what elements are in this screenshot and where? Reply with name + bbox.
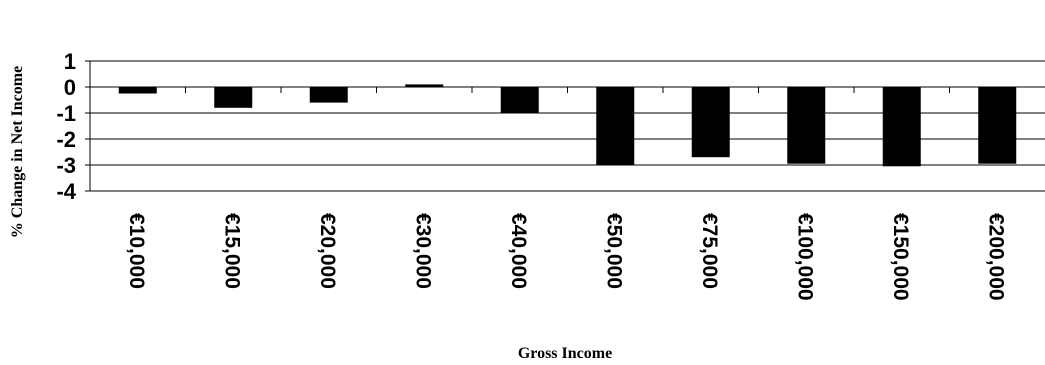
y-tick-labels: 10-1-2-3-4 — [56, 49, 76, 204]
x-tick-label: €150,000 — [889, 213, 912, 301]
y-axis-title: % Change in Net Income — [9, 66, 26, 238]
y-tick-label: -1 — [56, 101, 76, 126]
x-tick-label: €40,000 — [507, 213, 530, 289]
x-tick-label: €50,000 — [602, 213, 625, 289]
bar — [214, 87, 253, 108]
axes — [85, 60, 1045, 192]
x-tick-label: €200,000 — [984, 213, 1007, 301]
bar — [978, 87, 1017, 164]
bar — [309, 87, 348, 103]
bar — [787, 87, 826, 164]
y-tick-label: 0 — [64, 75, 76, 100]
y-tick-label: -2 — [56, 127, 76, 152]
x-tick-label: €100,000 — [793, 213, 816, 301]
x-tick-label: €10,000 — [125, 213, 148, 289]
bar — [500, 87, 539, 113]
bar — [405, 84, 444, 87]
y-tick-label: -3 — [56, 153, 76, 178]
bar — [691, 87, 730, 158]
bar — [882, 87, 921, 167]
bars — [118, 84, 1017, 167]
y-tick-label: 1 — [64, 49, 76, 74]
y-tick-label: -4 — [56, 179, 76, 204]
x-tick-labels: €10,000 €15,000 €20,000 €30,000 €40,000 €50,0… — [125, 213, 1008, 301]
x-axis-title: Gross Income — [518, 345, 612, 362]
bar — [596, 87, 635, 165]
x-tick-label: €15,000 — [220, 213, 243, 289]
x-tick-label: €75,000 — [698, 213, 721, 289]
bar — [118, 87, 157, 94]
x-tick-label: €20,000 — [316, 213, 339, 289]
x-tick-label: €30,000 — [411, 213, 434, 289]
